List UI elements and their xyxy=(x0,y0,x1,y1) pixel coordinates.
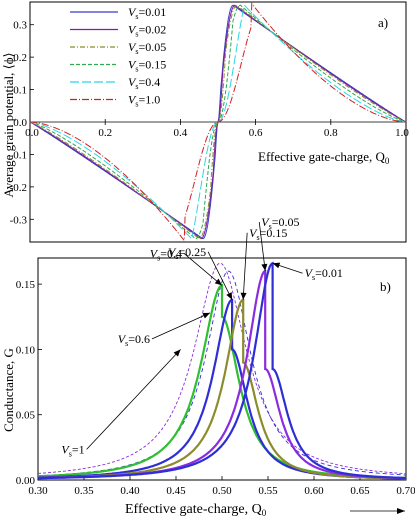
panel-a-ytick-label: 0.3 xyxy=(13,20,27,32)
panel-b-xtick-label: 0.45 xyxy=(166,485,186,497)
panel-b-xaxis-arrowhead xyxy=(397,508,405,514)
panel-b-ticks: 0.30 0.35 0.40 0.45 0.50 0.55 0.60 0.65 0.70 0.00… xyxy=(16,279,415,497)
panel-a-xtick-label: 1.0 xyxy=(395,127,409,139)
panel-b-ytick-label: 0.15 xyxy=(16,279,36,291)
panel-a-ytick-label: 0.1 xyxy=(13,85,27,97)
panel-a-xtick-label: 0.6 xyxy=(249,127,263,139)
annotation-label: Vs=1 xyxy=(61,442,84,458)
panel-b-lines xyxy=(37,261,407,480)
panel-b-series-line xyxy=(37,270,407,477)
panel-a-ytick-label: 0.0 xyxy=(13,117,27,129)
annotation-arrowhead xyxy=(226,292,233,300)
annotation-label: Vs=0.05 xyxy=(261,215,299,231)
panel-b-series-line xyxy=(38,261,407,480)
panel-a-ytick-label: -0.1 xyxy=(10,149,27,161)
panel-a-ytick-label: -0.2 xyxy=(10,182,27,194)
annotation-arrowhead xyxy=(261,263,268,272)
panel-a-xtick-label: 0.0 xyxy=(25,127,39,139)
annotation-arrow xyxy=(258,222,266,272)
annotation-label: Vs=0.6 xyxy=(118,332,150,348)
panel-b-xtick-label: 0.70 xyxy=(396,485,415,497)
annotation-label: Vs=0.01 xyxy=(305,266,343,282)
panel-a-lines xyxy=(29,2,407,242)
panel-b-ytick-label: 0.10 xyxy=(16,344,36,356)
legend-label: Vs=0.15 xyxy=(128,58,166,74)
annotation-arrowhead xyxy=(202,312,211,319)
annotation-arrow xyxy=(151,312,211,340)
annotation-arrow xyxy=(207,251,233,300)
panel-b-ylabel: Conductance, G xyxy=(1,348,16,432)
annotation-arrowhead xyxy=(173,349,181,357)
panel-b-ytick-label: 0.05 xyxy=(16,410,36,422)
panel-b-xtick-label: 0.60 xyxy=(304,485,324,497)
panel-b-xtick-label: 0.65 xyxy=(350,485,370,497)
legend-label: Vs=0.01 xyxy=(128,5,166,21)
annotation-label: Vs=0.15 xyxy=(249,226,287,242)
annotation-arrow xyxy=(242,232,248,300)
legend-label: Vs=0.4 xyxy=(128,75,160,91)
annotation-arrowhead xyxy=(214,278,222,286)
annotation-label: Vs=0.25 xyxy=(168,245,206,261)
panel-a-label: a) xyxy=(378,15,388,30)
legend-label: Vs=1.0 xyxy=(128,93,160,109)
panel-b: 0.30 0.35 0.40 0.45 0.50 0.55 0.60 0.65 0.70 0.00… xyxy=(1,215,415,518)
panel-a-series-line xyxy=(30,2,406,242)
annotation-arrow xyxy=(183,253,223,286)
panel-a-xlabel: Effective gate-charge, Q0 xyxy=(258,149,390,166)
panel-b-series-line xyxy=(37,262,407,475)
annotation-label: Vs=0.4 xyxy=(150,246,182,262)
panel-a-xtick-label: 0.4 xyxy=(174,127,188,139)
panel-a: 0.2 0.4 0.6 0.8 0.0 1.0 -0.3 -0.2 -0.1 0.0 0.1 0.2 0… xyxy=(1,1,410,243)
panel-a-series-line xyxy=(29,4,407,240)
panel-a-ticks: 0.2 0.4 0.6 0.8 0.0 1.0 -0.3 -0.2 -0.1 0.0 0.1 0.2 0… xyxy=(10,20,410,227)
panel-b-xtick-label: 0.55 xyxy=(258,485,278,497)
annotation-arrowhead xyxy=(272,262,281,269)
panel-a-ytick-label: -0.3 xyxy=(10,214,28,226)
panel-b-label: b) xyxy=(380,279,391,294)
legend-label: Vs=0.02 xyxy=(128,23,166,39)
annotation-arrowhead xyxy=(240,292,247,300)
panel-b-ytick-label: 0.00 xyxy=(16,475,36,487)
panel-a-xtick-label: 0.8 xyxy=(324,127,338,139)
panel-b-xtick-label: 0.50 xyxy=(212,485,232,497)
panel-a-ytick-label: 0.2 xyxy=(13,52,27,64)
legend-label: Vs=0.05 xyxy=(128,40,166,56)
panel-b-xlabel: Effective gate-charge, Q0 xyxy=(125,502,267,518)
annotation-arrow xyxy=(86,349,181,450)
panel-b-xtick-label: 0.40 xyxy=(120,485,140,497)
panel-a-ylabel: Average grain potential, ⟨ϕ⟩ xyxy=(1,52,16,197)
panel-a-xtick-label: 0.2 xyxy=(98,127,112,139)
panel-b-xtick-label: 0.35 xyxy=(74,485,94,497)
panel-b-xtick-label: 0.30 xyxy=(28,485,48,497)
